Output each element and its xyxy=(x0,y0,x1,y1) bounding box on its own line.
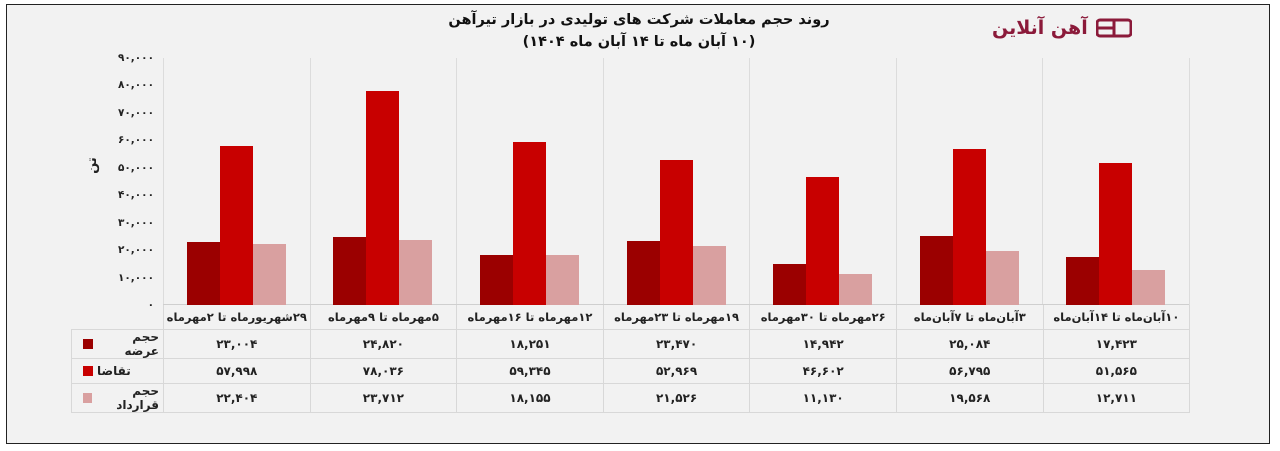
legend-cell: تقاضا xyxy=(71,357,164,384)
bar[interactable] xyxy=(252,243,286,305)
bar[interactable] xyxy=(806,177,840,305)
bar[interactable] xyxy=(366,90,400,305)
category-label: ۲۶مهرماه تا ۳۰مهرماه xyxy=(749,305,897,330)
table-cell: ۱۲,۷۱۱ xyxy=(1042,382,1191,413)
bar[interactable] xyxy=(1132,270,1166,305)
legend-cell: حجم قرارداد xyxy=(71,382,164,413)
table-cell: ۲۴,۸۲۰ xyxy=(309,328,458,359)
table-cell: ۱۸,۱۵۵ xyxy=(456,382,604,413)
bar[interactable] xyxy=(512,142,546,305)
category-label: ۱۲مهرماه تا ۱۶مهرماه xyxy=(456,305,604,330)
table-row: حجم عرضه ۲۳,۰۰۴ ۲۴,۸۲۰ ۱۸,۲۵۱ ۲۳,۴۷۰ ۱۴,۹۴۲ ۲۵… xyxy=(71,328,1191,359)
table-cell: ۵۲,۹۶۹ xyxy=(602,357,751,384)
column-gridline xyxy=(895,58,897,305)
table-cell: ۲۳,۰۰۴ xyxy=(163,328,311,359)
brand-logo: آهن آنلاین xyxy=(992,15,1132,41)
column-gridline xyxy=(456,58,458,305)
y-tick-label: ۳۰,۰۰۰ xyxy=(117,216,154,229)
bar[interactable] xyxy=(479,254,513,305)
table-cell: ۲۳,۷۱۲ xyxy=(309,382,458,413)
table-row: تقاضا ۵۷,۹۹۸ ۷۸,۰۳۶ ۵۹,۳۴۵ ۵۲,۹۶۹ ۴۶,۶۰۲ ۵۶,۷۹… xyxy=(71,357,1191,384)
category-label: ۵مهرماه تا ۹مهرماه xyxy=(309,305,458,330)
table-cell: ۵۶,۷۹۵ xyxy=(895,357,1044,384)
title-line-2: (۱۰ آبان ماه تا ۱۴ آبان ماه ۱۴۰۴) xyxy=(522,34,756,50)
category-row: ۲۹شهریورماه تا ۲مهرماه ۵مهرماه تا ۹مهرماه… xyxy=(72,305,1191,330)
column-gridline xyxy=(602,58,604,305)
y-tick-label: ۱۰,۰۰۰ xyxy=(117,271,154,284)
bar[interactable] xyxy=(333,236,367,305)
bar[interactable] xyxy=(626,240,660,305)
bar[interactable] xyxy=(773,264,807,305)
empty-cell xyxy=(72,305,164,329)
legend-label: تقاضا xyxy=(97,363,131,378)
y-tick-label: ۷۰,۰۰۰ xyxy=(117,106,154,119)
bar[interactable] xyxy=(1099,163,1133,305)
legend-cell: حجم عرضه xyxy=(71,328,164,359)
table-cell: ۲۳,۴۷۰ xyxy=(602,328,751,359)
column-gridline xyxy=(163,58,164,305)
data-table: ۲۹شهریورماه تا ۲مهرماه ۵مهرماه تا ۹مهرماه… xyxy=(71,305,1191,413)
table-cell: ۱۴,۹۴۲ xyxy=(749,328,897,359)
category-label: ۳آبان‌ماه تا ۷آبان‌ماه xyxy=(895,305,1044,330)
y-tick-label: ۰ xyxy=(147,299,154,311)
category-label: ۱۹مهرماه تا ۲۳مهرماه xyxy=(602,305,751,330)
category-label: ۲۹شهریورماه تا ۲مهرماه xyxy=(163,305,311,330)
ad-logo-icon xyxy=(1095,18,1132,38)
legend-swatch-icon xyxy=(83,365,93,376)
table-cell: ۵۹,۳۴۵ xyxy=(456,357,604,384)
bar[interactable] xyxy=(545,255,579,305)
y-tick-label: ۹۰,۰۰۰ xyxy=(117,52,154,64)
table-cell: ۲۱,۵۲۶ xyxy=(602,382,751,413)
table-cell: ۷۸,۰۳۶ xyxy=(309,357,458,384)
brand-name: آهن آنلاین xyxy=(992,17,1088,39)
table-cell: ۵۷,۹۹۸ xyxy=(163,357,311,384)
table-cell: ۵۱,۵۶۵ xyxy=(1042,357,1191,384)
bar[interactable] xyxy=(399,239,433,305)
table-cell: ۲۲,۴۰۴ xyxy=(163,382,311,413)
title-line-1: روند حجم معاملات شرکت های تولیدی در بازا… xyxy=(448,12,830,28)
chart-title: روند حجم معاملات شرکت های تولیدی در بازا… xyxy=(7,9,1271,53)
table-row: حجم قرارداد ۲۲,۴۰۴ ۲۳,۷۱۲ ۱۸,۱۵۵ ۲۱,۵۲۶ ۱۱,۱۳… xyxy=(71,382,1191,413)
bar[interactable] xyxy=(985,251,1019,305)
y-tick-label: ۵۰,۰۰۰ xyxy=(117,161,154,174)
legend-label: حجم قرارداد xyxy=(116,383,159,412)
bar[interactable] xyxy=(186,241,220,305)
bar[interactable] xyxy=(1066,257,1100,305)
bar[interactable] xyxy=(659,159,693,305)
column-gridline xyxy=(1189,58,1190,305)
category-label: ۱۰آبان‌ماه تا ۱۴آبان‌ماه xyxy=(1042,305,1191,330)
legend-swatch-icon xyxy=(83,392,92,403)
table-cell: ۱۱,۱۳۰ xyxy=(749,382,897,413)
y-tick-label: ۸۰,۰۰۰ xyxy=(117,79,154,92)
y-tick-label: ۴۰,۰۰۰ xyxy=(117,189,154,202)
y-tick-label: ۶۰,۰۰۰ xyxy=(117,134,154,147)
legend-label: حجم عرضه xyxy=(124,329,159,358)
bar[interactable] xyxy=(919,236,953,305)
legend-swatch-icon xyxy=(83,338,93,349)
bar[interactable] xyxy=(952,149,986,305)
table-cell: ۲۵,۰۸۴ xyxy=(895,328,1044,359)
bar[interactable] xyxy=(692,245,726,305)
table-cell: ۱۷,۴۲۳ xyxy=(1042,328,1191,359)
bar[interactable] xyxy=(839,274,873,305)
table-cell: ۱۹,۵۶۸ xyxy=(895,382,1044,413)
plot-area xyxy=(163,58,1190,305)
column-gridline xyxy=(749,58,751,305)
column-gridline xyxy=(309,58,311,305)
bar[interactable] xyxy=(219,145,253,305)
table-cell: ۱۸,۲۵۱ xyxy=(456,328,604,359)
column-gridline xyxy=(1042,58,1044,305)
y-tick-label: ۲۰,۰۰۰ xyxy=(117,244,154,257)
table-cell: ۴۶,۶۰۲ xyxy=(749,357,897,384)
